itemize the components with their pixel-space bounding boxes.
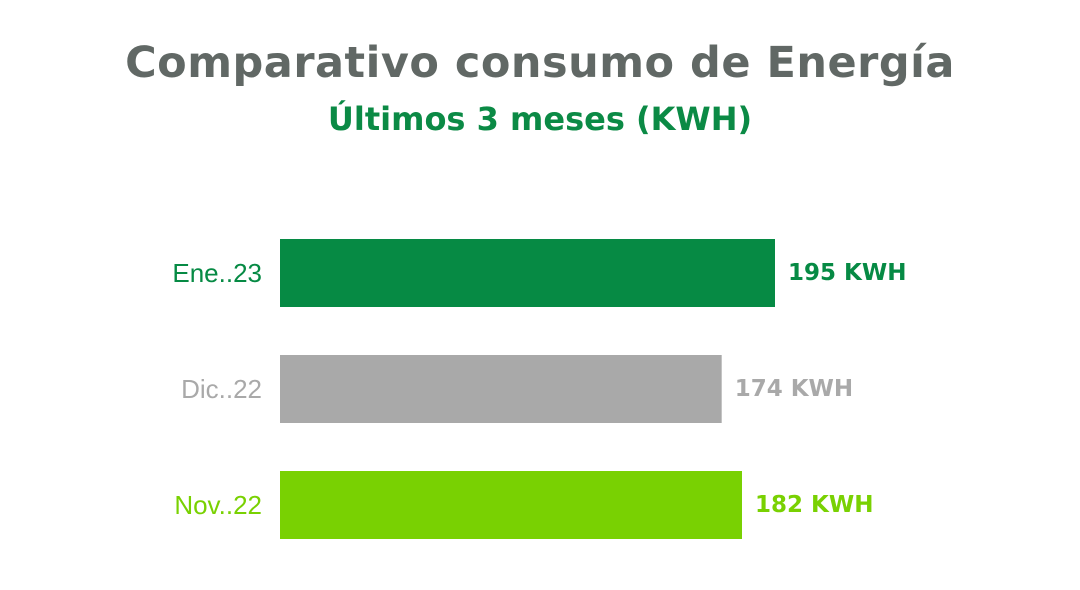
chart-subtitle: Últimos 3 meses (KWH): [327, 100, 753, 138]
bar-1: [280, 355, 722, 423]
category-label-2: Nov..22: [174, 490, 262, 520]
value-label-0: 195 KWH: [788, 260, 906, 286]
bar-0: [280, 239, 775, 307]
chart-title: Comparativo consumo de Energía: [125, 38, 955, 88]
bar-2: [280, 471, 742, 539]
value-label-1: 174 KWH: [735, 376, 853, 402]
category-label-0: Ene..23: [172, 258, 262, 288]
value-label-2: 182 KWH: [755, 492, 873, 518]
category-label-1: Dic..22: [181, 374, 262, 404]
